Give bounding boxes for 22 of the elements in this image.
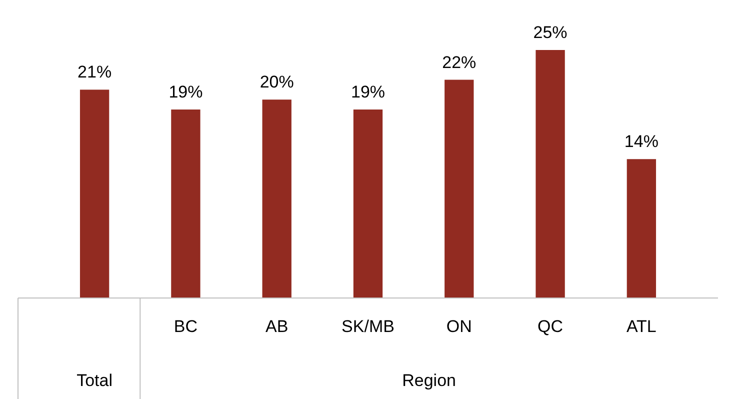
data-label: 19%	[168, 82, 203, 102]
x-tick-label: QC	[538, 317, 564, 336]
bar	[626, 159, 656, 298]
x-tick-label: ATL	[626, 317, 656, 336]
x-tick-label: ON	[446, 317, 472, 336]
bar	[444, 80, 474, 298]
data-label: 14%	[624, 132, 658, 152]
bar	[536, 50, 565, 298]
data-label: 22%	[442, 52, 476, 72]
data-label: 21%	[78, 62, 112, 82]
x-tick-label: SK/MB	[342, 317, 394, 336]
bar	[353, 110, 383, 298]
text: Total	[76, 371, 113, 390]
data-label: 20%	[260, 72, 294, 92]
x-tick-label: AB	[266, 317, 288, 336]
bar	[171, 110, 200, 298]
x-tick-label: BC	[174, 317, 198, 336]
data-label: 25%	[533, 23, 568, 42]
bar	[80, 90, 110, 298]
bar	[262, 100, 292, 298]
x-axis-title: Region	[402, 371, 456, 390]
data-label: 19%	[350, 82, 386, 102]
